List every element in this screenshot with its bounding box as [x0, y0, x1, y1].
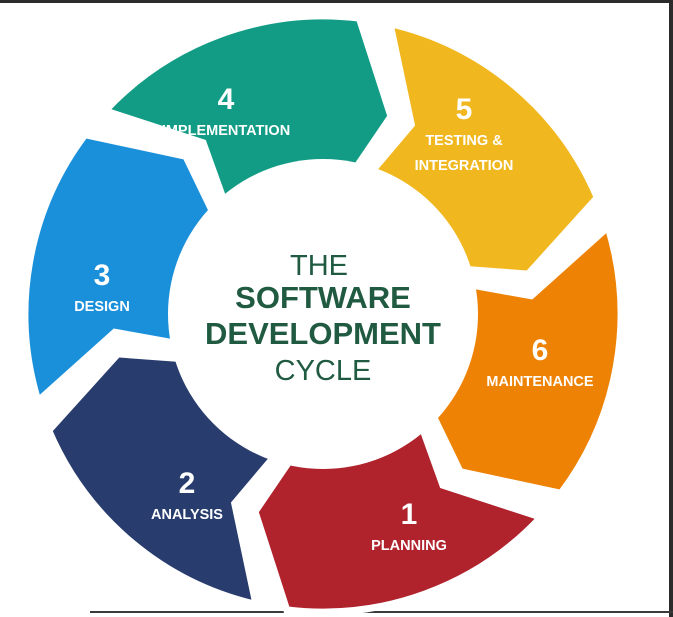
- stage-1-number: 1: [401, 498, 418, 531]
- window-right-border: [669, 0, 673, 617]
- stage-5-label: TESTING &: [425, 133, 503, 149]
- center-title: THE SOFTWARE DEVELOPMENT CYCLE: [205, 250, 441, 387]
- center-title-line3: DEVELOPMENT: [205, 316, 441, 351]
- window-top-border: [0, 0, 673, 3]
- stage-2-label: ANALYSIS: [151, 507, 223, 523]
- stage-4-label: IMPLEMENTATION: [162, 123, 290, 139]
- stage-2-number: 2: [179, 467, 196, 500]
- stage-3-number: 3: [94, 259, 111, 292]
- stage-5-number: 5: [456, 93, 473, 126]
- cycle-segment-labels: 1 PLANNING 2 ANALYSIS 3 DESIGN 4 IMPLEMENTATION…: [74, 83, 594, 554]
- center-title-line2: SOFTWARE: [235, 280, 411, 315]
- stage-4-number: 4: [218, 83, 235, 116]
- stage-3-label: DESIGN: [74, 299, 130, 315]
- stage-1-label: PLANNING: [371, 538, 447, 554]
- center-title-line4: CYCLE: [275, 355, 372, 387]
- center-circle: [168, 159, 478, 469]
- stage-6-label: MAINTENANCE: [486, 374, 593, 390]
- stage-5-label: INTEGRATION: [415, 158, 514, 174]
- stage-6-number: 6: [532, 334, 549, 367]
- bottom-divider: [90, 611, 673, 613]
- center-title-line1: THE: [290, 250, 348, 282]
